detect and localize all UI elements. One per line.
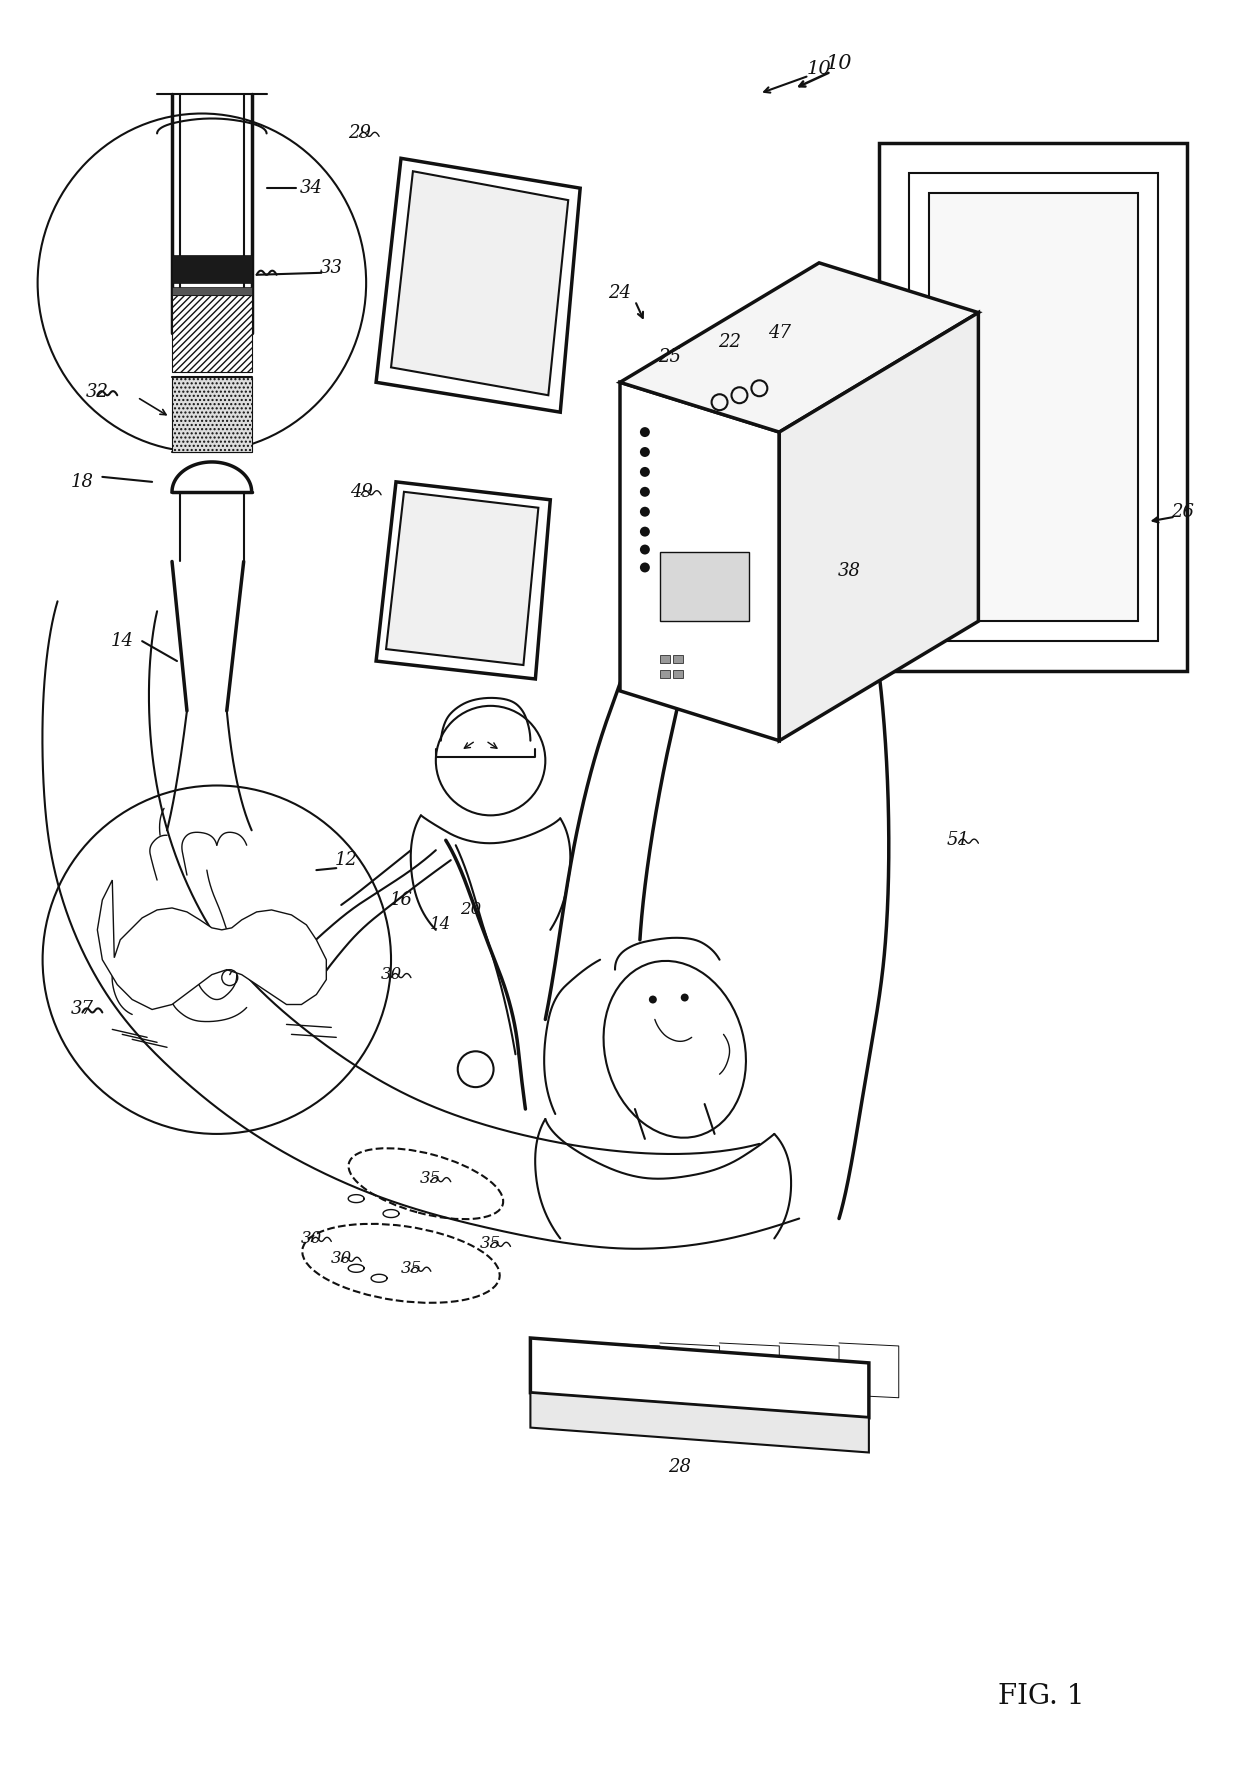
Text: 26: 26 xyxy=(1171,503,1194,521)
Polygon shape xyxy=(391,172,568,395)
Bar xyxy=(673,655,683,664)
Polygon shape xyxy=(98,880,326,1009)
Bar xyxy=(929,193,1137,621)
Text: 25: 25 xyxy=(658,349,681,367)
Text: 29: 29 xyxy=(347,125,371,143)
Circle shape xyxy=(681,993,688,1002)
Text: 51: 51 xyxy=(947,832,970,850)
Polygon shape xyxy=(779,313,978,741)
Text: 35: 35 xyxy=(480,1234,501,1252)
Text: 28: 28 xyxy=(668,1458,691,1476)
Bar xyxy=(660,671,670,678)
Circle shape xyxy=(640,428,650,437)
Text: 14: 14 xyxy=(110,632,134,649)
Polygon shape xyxy=(531,1338,869,1417)
Text: 24: 24 xyxy=(609,284,631,302)
Text: 30: 30 xyxy=(301,1231,322,1247)
Text: 49: 49 xyxy=(350,483,373,501)
Bar xyxy=(172,286,252,295)
Circle shape xyxy=(640,487,650,497)
Text: 37: 37 xyxy=(71,1000,94,1018)
Bar xyxy=(879,143,1188,671)
Polygon shape xyxy=(376,157,580,411)
Circle shape xyxy=(640,544,650,555)
Bar xyxy=(660,551,749,621)
Text: FIG. 1: FIG. 1 xyxy=(998,1683,1085,1710)
Circle shape xyxy=(640,447,650,456)
Circle shape xyxy=(640,467,650,478)
Circle shape xyxy=(649,995,657,1004)
Bar xyxy=(172,295,252,372)
Circle shape xyxy=(640,562,650,572)
Polygon shape xyxy=(386,492,538,666)
Text: 12: 12 xyxy=(335,852,357,869)
Text: 32: 32 xyxy=(86,383,109,401)
Text: 14: 14 xyxy=(430,916,451,934)
Polygon shape xyxy=(376,481,551,680)
Bar xyxy=(172,254,252,283)
Polygon shape xyxy=(531,1394,869,1453)
Text: 16: 16 xyxy=(389,891,413,909)
Circle shape xyxy=(640,526,650,537)
Bar xyxy=(172,377,252,453)
Text: 20: 20 xyxy=(460,902,481,918)
Text: 35: 35 xyxy=(401,1259,422,1277)
Polygon shape xyxy=(620,383,779,741)
Polygon shape xyxy=(620,263,978,433)
Circle shape xyxy=(640,506,650,517)
Bar xyxy=(673,671,683,678)
Text: 34: 34 xyxy=(300,179,322,197)
Text: 22: 22 xyxy=(718,333,742,351)
Text: 18: 18 xyxy=(71,472,94,490)
Text: 35: 35 xyxy=(420,1170,441,1188)
Bar xyxy=(909,174,1158,640)
Text: 10: 10 xyxy=(826,54,852,73)
Bar xyxy=(660,655,670,664)
Text: 30: 30 xyxy=(331,1251,352,1267)
Text: 33: 33 xyxy=(320,259,342,277)
Text: 30: 30 xyxy=(381,966,402,984)
Text: 47: 47 xyxy=(768,324,791,342)
Text: 10: 10 xyxy=(807,59,832,77)
Text: 38: 38 xyxy=(837,562,861,580)
